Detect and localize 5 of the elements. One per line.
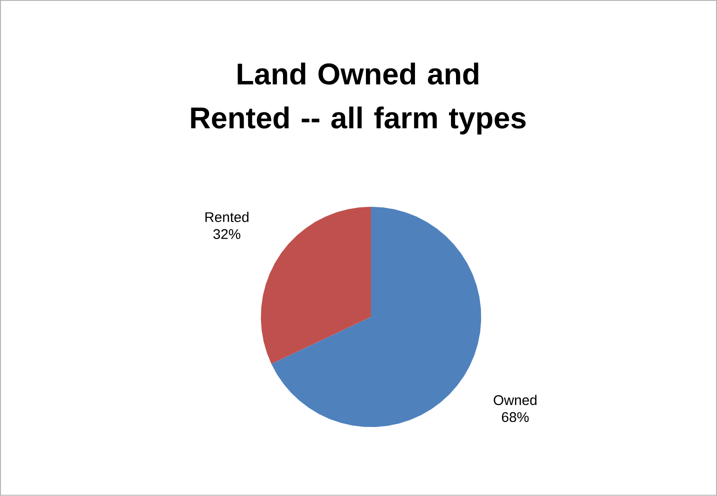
data-label: 68% xyxy=(502,412,529,422)
data-label: 32% xyxy=(213,229,240,240)
chart-title: Land Owned and Rented -- all farm types xyxy=(191,62,526,135)
slice-label: Owned xyxy=(494,395,536,406)
slice-label: Rented xyxy=(205,212,248,222)
